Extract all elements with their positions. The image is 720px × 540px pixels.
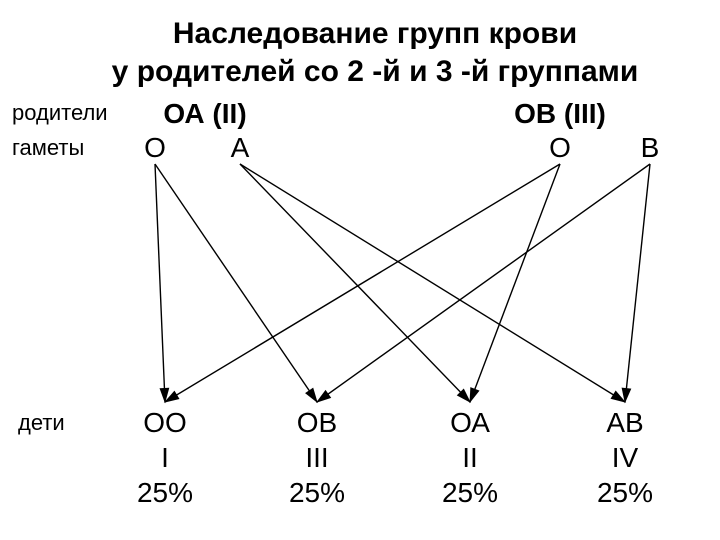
child-genotype: ОВ (289, 405, 345, 440)
line-O2-to-OA (470, 164, 560, 402)
child-group: III (289, 440, 345, 475)
line-B-to-OB (317, 164, 650, 402)
diagram-canvas: Наследование групп кровиу родителей со 2… (0, 0, 720, 540)
child-percent: 25% (137, 475, 193, 510)
parent-left: ОА (II) (163, 98, 246, 130)
label-children: дети (18, 410, 65, 436)
line-A-to-AB (240, 164, 625, 402)
child-percent: 25% (289, 475, 345, 510)
gamete-B: В (641, 132, 660, 164)
child-group: II (442, 440, 498, 475)
line-A-to-OA (240, 164, 470, 402)
child-OA: ОАII25% (442, 405, 498, 510)
child-percent: 25% (597, 475, 653, 510)
child-OB: ОВIII25% (289, 405, 345, 510)
title-line-1: Наследование групп крови (85, 15, 665, 53)
child-genotype: АВ (597, 405, 653, 440)
line-O2-to-OO (165, 164, 560, 402)
label-parents: родители (12, 100, 108, 126)
line-B-to-AB (625, 164, 650, 402)
child-genotype: ОО (137, 405, 193, 440)
child-percent: 25% (442, 475, 498, 510)
child-AB: АВIV25% (597, 405, 653, 510)
line-O1-to-OB (155, 164, 317, 402)
parent-right: ОВ (III) (514, 98, 606, 130)
child-genotype: ОА (442, 405, 498, 440)
gamete-A: А (231, 132, 250, 164)
child-OO: ООI25% (137, 405, 193, 510)
child-group: I (137, 440, 193, 475)
label-gametes: гаметы (12, 135, 84, 161)
child-group: IV (597, 440, 653, 475)
title-line-2: у родителей со 2 -й и 3 -й группами (85, 53, 665, 91)
gamete-O2: О (549, 132, 571, 164)
line-O1-to-OO (155, 164, 165, 402)
gamete-O1: О (144, 132, 166, 164)
diagram-title: Наследование групп кровиу родителей со 2… (85, 15, 665, 90)
